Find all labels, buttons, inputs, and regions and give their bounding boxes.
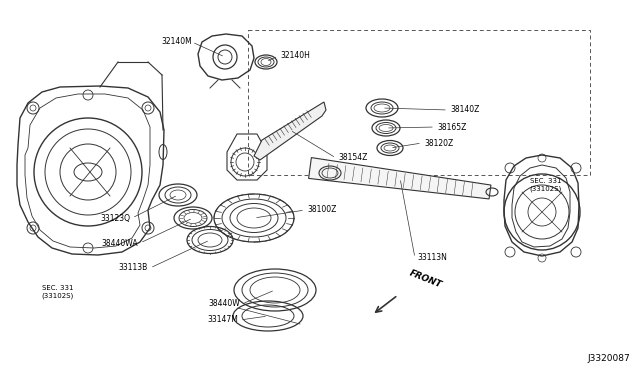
Text: 33147M: 33147M	[207, 315, 238, 324]
Text: 38440WA: 38440WA	[101, 238, 138, 247]
Bar	[248, 30, 590, 175]
Text: 33113B: 33113B	[119, 263, 148, 273]
Text: 32140M: 32140M	[161, 38, 192, 46]
Text: 33123Q: 33123Q	[100, 214, 130, 222]
Text: 32140H: 32140H	[280, 51, 310, 61]
Text: 38140Z: 38140Z	[450, 106, 479, 115]
Text: J3320087: J3320087	[588, 354, 630, 363]
Text: 38100Z: 38100Z	[307, 205, 337, 215]
Text: SEC. 331
(33102S): SEC. 331 (33102S)	[42, 285, 74, 299]
Text: 38440W: 38440W	[208, 299, 240, 308]
Polygon shape	[254, 102, 326, 160]
Text: 38120Z: 38120Z	[424, 138, 453, 148]
Polygon shape	[308, 158, 491, 199]
Text: SEC. 331
(33102S): SEC. 331 (33102S)	[530, 178, 562, 192]
Text: 33113N: 33113N	[417, 253, 447, 263]
Text: FRONT: FRONT	[408, 269, 443, 290]
Text: 38154Z: 38154Z	[338, 154, 367, 163]
Text: 38165Z: 38165Z	[437, 122, 467, 131]
